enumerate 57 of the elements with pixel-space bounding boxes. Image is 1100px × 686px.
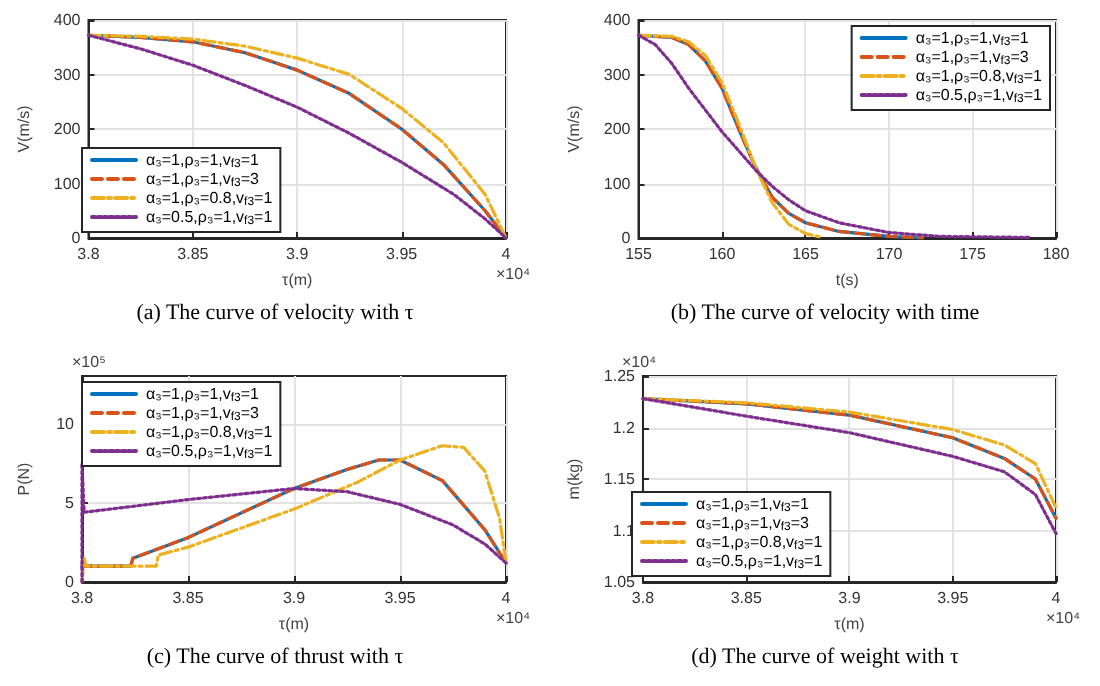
- x-tick-label: 3.85: [172, 589, 205, 607]
- x-axis-title: τ(m): [834, 614, 866, 633]
- y-tick-label: 400: [53, 11, 82, 29]
- x-tick-label: 3.9: [286, 245, 310, 263]
- y-tick-label: 200: [53, 120, 82, 138]
- x-tick-label: 3.8: [77, 245, 101, 263]
- y-tick-label: 100: [53, 174, 82, 193]
- y-axis-title: m(kg): [565, 457, 583, 500]
- y-tick-label: 100: [603, 174, 632, 193]
- y-tick-label: 200: [603, 120, 632, 138]
- y-tick-label: 1.05: [603, 573, 637, 591]
- x-tick-label: 155: [625, 245, 653, 263]
- x-tick-label: 4: [1051, 589, 1062, 607]
- text: (d) The curve of weight with τ: [691, 645, 960, 669]
- x-tick-label: 180: [1042, 245, 1071, 263]
- y-tick-label: 400: [603, 11, 632, 29]
- text: (a) The curve of velocity with τ: [136, 301, 415, 325]
- x-tick-label: 170: [875, 245, 904, 263]
- text: (c) The curve of thrust with τ: [146, 645, 405, 669]
- x-tick-label: 3.8: [631, 589, 656, 607]
- text: ×10⁴: [495, 265, 532, 283]
- y-tick-label: 5: [65, 493, 76, 512]
- line-series: [80, 458, 508, 568]
- x-tick-label: 3.95: [937, 589, 970, 607]
- y-tick-label: 0: [621, 229, 632, 247]
- y-tick-label: 1.25: [603, 367, 637, 385]
- y-tick-label: 10: [56, 414, 76, 433]
- x-tick-label: 4: [501, 589, 512, 607]
- text: ×10⁴: [495, 609, 532, 627]
- line-series: [636, 33, 824, 240]
- y-tick-label: 0: [71, 229, 82, 247]
- x-tick-label: 4: [501, 245, 512, 263]
- text: (b) The curve of velocity with time: [670, 301, 980, 325]
- x-axis-title: t(s): [835, 270, 860, 289]
- x-tick-label: 3.9: [282, 589, 307, 607]
- x-tick-label: 175: [959, 245, 987, 263]
- y-tick-label: 1.15: [603, 470, 637, 488]
- x-tick-label: 3.95: [386, 245, 419, 263]
- x-tick-label: 3.8: [70, 589, 95, 607]
- x-tick-label: 3.95: [384, 589, 417, 607]
- x-tick-label: 160: [708, 245, 737, 263]
- y-axis-title: V(m/s): [15, 104, 33, 153]
- y-tick-label: 1.2: [612, 418, 637, 437]
- text: ×10⁴: [1045, 609, 1082, 627]
- x-tick-label: 3.85: [730, 589, 763, 607]
- text: ×10⁵: [72, 353, 106, 371]
- y-axis-title: P(N): [15, 461, 33, 496]
- y-axis-title: V(m/s): [565, 104, 583, 153]
- y-tick-label: 300: [53, 65, 82, 84]
- x-axis-title: τ(m): [282, 270, 314, 289]
- x-axis-title: τ(m): [278, 614, 310, 633]
- y-tick-label: 300: [603, 65, 632, 84]
- text: ×10⁴: [622, 353, 658, 371]
- x-tick-label: 3.9: [838, 589, 862, 607]
- x-tick-label: 165: [792, 245, 820, 263]
- y-tick-label: 0: [65, 573, 76, 591]
- x-tick-label: 3.85: [177, 245, 210, 263]
